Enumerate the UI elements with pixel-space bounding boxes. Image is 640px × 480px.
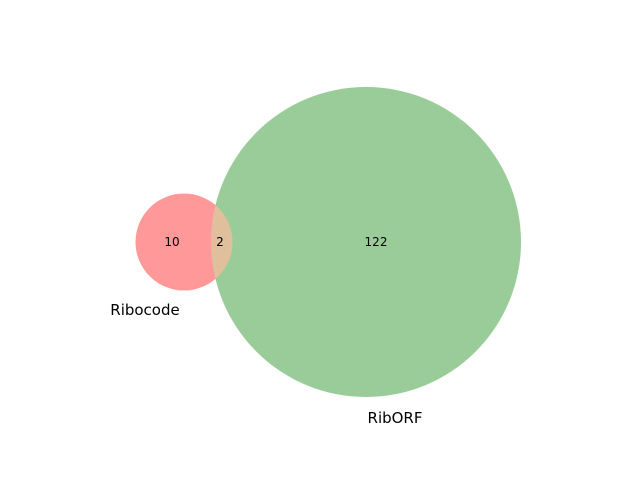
riborf-only-count: 122 <box>365 235 388 249</box>
ribocode-only-count: 10 <box>164 235 179 249</box>
ribocode-label: Ribocode <box>110 301 179 319</box>
riborf-label: RibORF <box>368 409 423 427</box>
riborf-circle <box>211 87 521 397</box>
intersection-count: 2 <box>216 235 224 249</box>
ribocode-circle <box>135 193 233 291</box>
